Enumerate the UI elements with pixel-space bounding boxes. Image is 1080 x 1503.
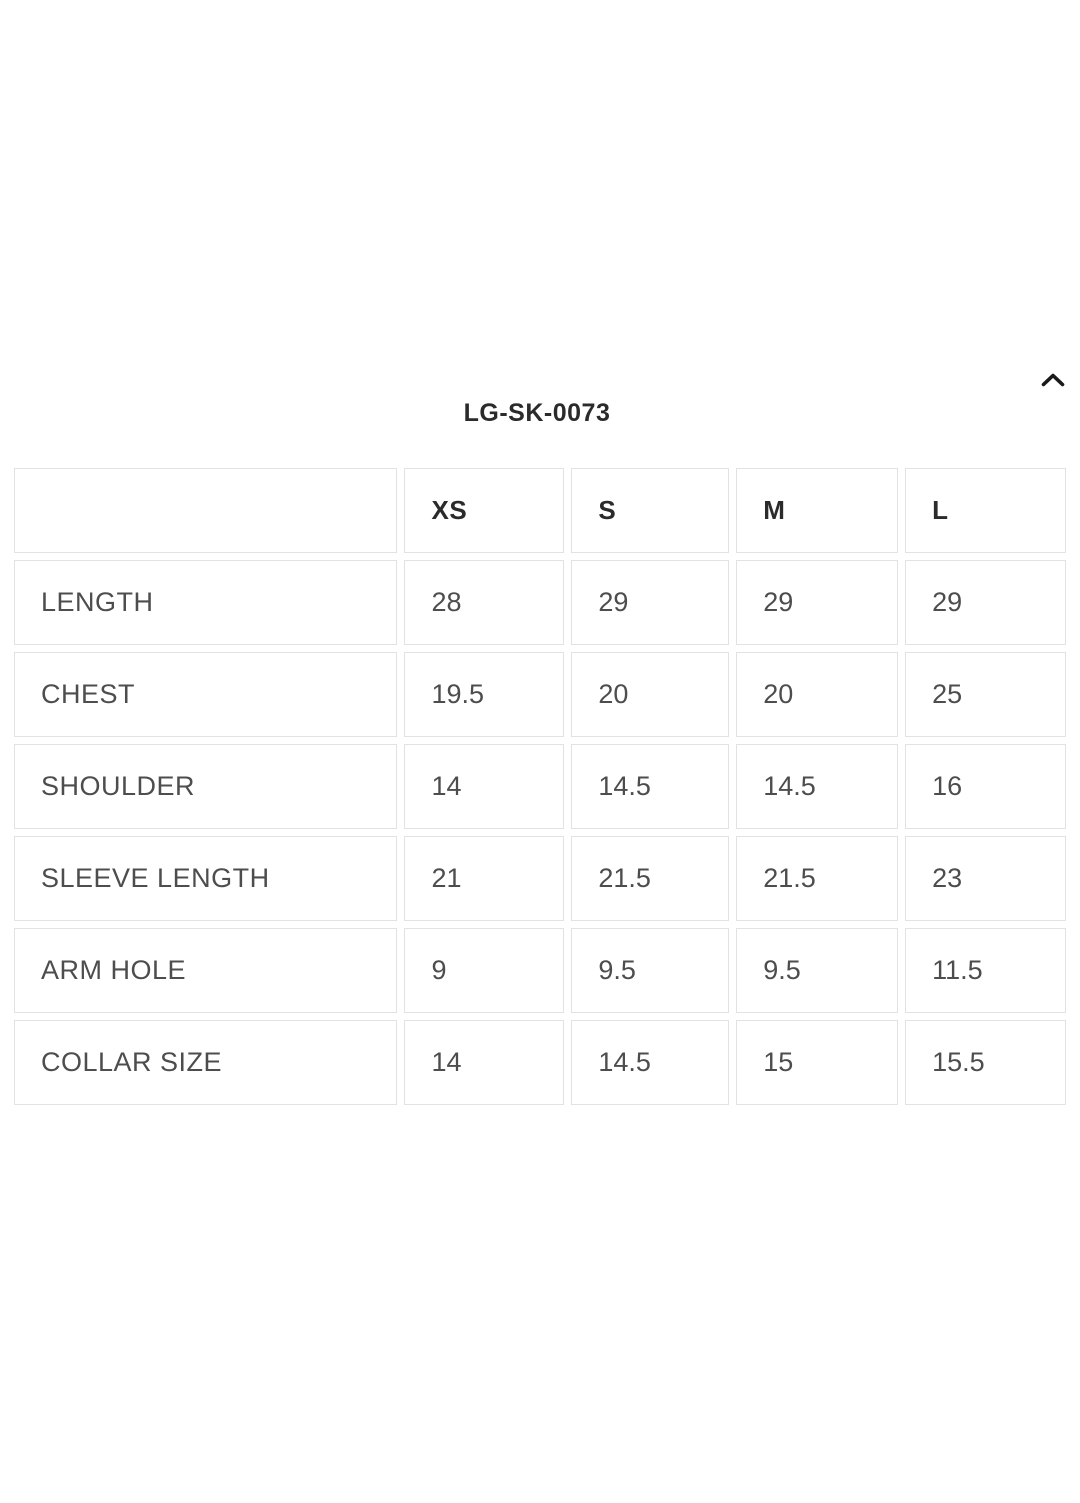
table-row-shoulder: SHOULDER 14 14.5 14.5 16 xyxy=(14,744,1066,829)
cell-length-m: 29 xyxy=(736,560,899,645)
product-code-title: LG-SK-0073 xyxy=(463,399,611,427)
collapse-section-button[interactable] xyxy=(1034,364,1072,394)
cell-arm-hole-l: 11.5 xyxy=(905,928,1066,1013)
cell-collar-size-l: 15.5 xyxy=(905,1020,1066,1105)
cell-shoulder-xs: 14 xyxy=(404,744,565,829)
row-label-chest: CHEST xyxy=(14,652,398,737)
chevron-up-icon xyxy=(1040,371,1066,388)
cell-chest-m: 20 xyxy=(736,652,899,737)
cell-collar-size-m: 15 xyxy=(736,1020,899,1105)
cell-collar-size-xs: 14 xyxy=(404,1020,565,1105)
cell-chest-l: 25 xyxy=(905,652,1066,737)
cell-shoulder-l: 16 xyxy=(905,744,1066,829)
cell-chest-xs: 19.5 xyxy=(404,652,565,737)
row-label-shoulder: SHOULDER xyxy=(14,744,398,829)
table-row-sleeve-length: SLEEVE LENGTH 21 21.5 21.5 23 xyxy=(14,836,1066,921)
row-label-length: LENGTH xyxy=(14,560,398,645)
cell-collar-size-s: 14.5 xyxy=(571,1020,730,1105)
size-chart-header-row: XS S M L xyxy=(14,468,1066,553)
row-label-sleeve-length: SLEEVE LENGTH xyxy=(14,836,398,921)
row-label-collar-size: COLLAR SIZE xyxy=(14,1020,398,1105)
cell-sleeve-length-xs: 21 xyxy=(404,836,565,921)
cell-shoulder-s: 14.5 xyxy=(571,744,730,829)
table-row-length: LENGTH 28 29 29 29 xyxy=(14,560,1066,645)
cell-length-xs: 28 xyxy=(404,560,565,645)
header-cell-l: L xyxy=(905,468,1066,553)
table-row-arm-hole: ARM HOLE 9 9.5 9.5 11.5 xyxy=(14,928,1066,1013)
size-chart-table: XS S M L LENGTH 28 29 29 29 CHEST 19.5 2… xyxy=(7,461,1073,1112)
header-cell-xs: XS xyxy=(404,468,565,553)
table-row-collar-size: COLLAR SIZE 14 14.5 15 15.5 xyxy=(14,1020,1066,1105)
table-row-chest: CHEST 19.5 20 20 25 xyxy=(14,652,1066,737)
header-cell-m: M xyxy=(736,468,899,553)
cell-arm-hole-xs: 9 xyxy=(404,928,565,1013)
cell-sleeve-length-s: 21.5 xyxy=(571,836,730,921)
cell-arm-hole-m: 9.5 xyxy=(736,928,899,1013)
cell-chest-s: 20 xyxy=(571,652,730,737)
header-cell-blank xyxy=(14,468,398,553)
header-cell-s: S xyxy=(571,468,730,553)
cell-length-l: 29 xyxy=(905,560,1066,645)
cell-arm-hole-s: 9.5 xyxy=(571,928,730,1013)
cell-shoulder-m: 14.5 xyxy=(736,744,899,829)
cell-length-s: 29 xyxy=(571,560,730,645)
cell-sleeve-length-l: 23 xyxy=(905,836,1066,921)
row-label-arm-hole: ARM HOLE xyxy=(14,928,398,1013)
cell-sleeve-length-m: 21.5 xyxy=(736,836,899,921)
